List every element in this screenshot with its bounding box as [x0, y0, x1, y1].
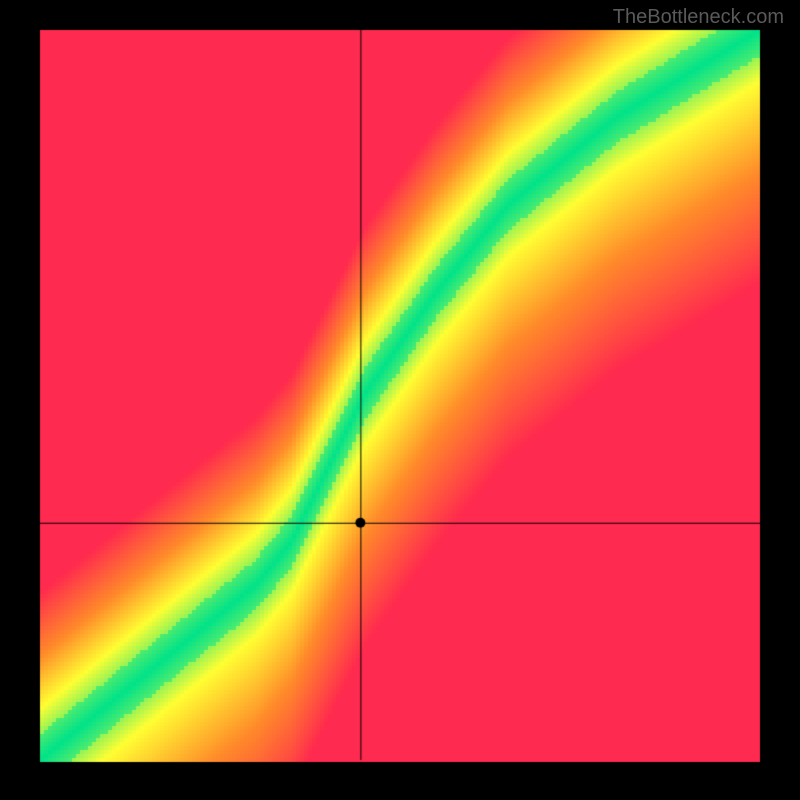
bottleneck-heatmap	[0, 0, 800, 800]
watermark-text: TheBottleneck.com	[613, 6, 784, 29]
chart-container: TheBottleneck.com	[0, 0, 800, 800]
